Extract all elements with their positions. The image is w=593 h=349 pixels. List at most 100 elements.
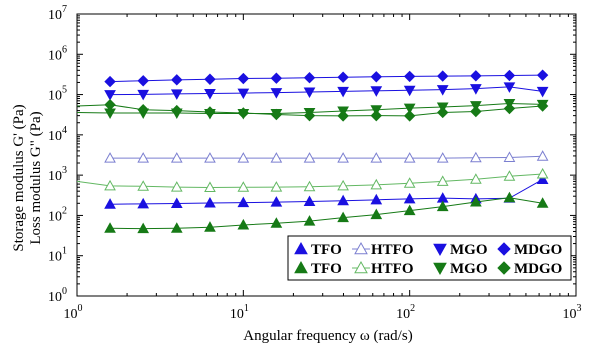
legend-label: MDGO	[514, 242, 562, 258]
data-point	[403, 192, 416, 204]
data-point	[503, 82, 516, 93]
legend-marker	[433, 243, 447, 257]
data-point	[104, 222, 116, 233]
data-point	[104, 152, 116, 163]
legend-label: MGO	[450, 242, 488, 258]
legend-marker	[497, 261, 511, 275]
data-point	[470, 151, 482, 163]
x-axis-title: Angular frequency ω (rad/s)	[243, 328, 412, 344]
legend-marker	[294, 241, 308, 255]
data-point	[470, 70, 482, 82]
legend-item-loss-tfo: TFO	[294, 260, 342, 277]
data-point	[237, 181, 250, 192]
data-point	[237, 218, 250, 230]
data-point	[437, 70, 449, 82]
y-tick-label: 103	[48, 165, 67, 184]
data-point	[237, 196, 250, 208]
data-point	[303, 72, 316, 84]
data-point	[337, 194, 349, 206]
legend-label: HTFO	[371, 242, 414, 258]
y-axis-title-loss: Loss modulus G" (Pa)	[28, 111, 44, 244]
plot-frame	[76, 13, 577, 297]
data-point	[170, 181, 183, 192]
data-point	[503, 191, 516, 203]
data-point	[270, 196, 283, 207]
legend-marker	[354, 241, 368, 255]
data-point	[303, 215, 316, 226]
data-point	[104, 75, 116, 88]
x-tick-label: 102	[396, 303, 415, 322]
data-point	[303, 87, 316, 99]
data-point	[270, 72, 283, 84]
data-point	[270, 88, 283, 99]
data-point	[104, 198, 116, 209]
data-point	[436, 152, 449, 163]
data-point	[436, 175, 449, 186]
y-axis-title-storage: Storage modulus G' (Pa)	[11, 104, 27, 251]
legend-label: TFO	[311, 261, 342, 277]
y-tick-label: 101	[48, 246, 67, 265]
data-point	[536, 100, 549, 112]
data-point	[337, 71, 349, 83]
data-point	[204, 181, 216, 192]
y-tick-label: 100	[48, 286, 67, 305]
data-point	[403, 152, 416, 163]
legend-item-loss-htfo: HTFO	[352, 260, 414, 277]
data-point	[370, 109, 382, 122]
data-point	[503, 170, 516, 181]
data-point	[536, 197, 549, 208]
legend-item-storage-tfo: TFO	[294, 241, 342, 258]
data-point	[104, 90, 116, 101]
data-point	[503, 102, 516, 115]
legend-item-loss-mgo: MGO	[433, 261, 488, 277]
data-point	[104, 99, 116, 111]
data-point	[470, 105, 482, 118]
legend: TFO HTFO MGO MDGO TFO HTFO MGO MDGO	[287, 235, 572, 281]
data-point	[270, 181, 283, 192]
data-point	[403, 204, 416, 216]
data-point	[536, 173, 549, 184]
data-point	[270, 217, 283, 228]
data-point	[403, 110, 416, 122]
data-point	[370, 86, 383, 97]
data-point	[337, 152, 349, 163]
y-axis-titles: Storage modulus G' (Pa) Loss modulus G" …	[11, 104, 44, 251]
data-point	[536, 86, 549, 98]
data-point	[204, 197, 216, 208]
data-point	[337, 211, 349, 223]
legend-label: MDGO	[514, 261, 562, 277]
data-point	[170, 89, 183, 100]
plot-border	[76, 13, 577, 297]
legend-item-loss-mdgo: MDGO	[497, 261, 562, 277]
data-point	[470, 173, 482, 184]
legend-marker	[294, 260, 308, 274]
legend-label: MGO	[450, 261, 488, 277]
y-tick-label: 107	[48, 4, 67, 23]
data-point	[403, 177, 416, 188]
x-tick-label: 103	[563, 303, 582, 322]
data-point	[137, 104, 149, 116]
data-point	[437, 106, 449, 119]
data-point	[503, 151, 516, 162]
legend-item-storage-htfo: HTFO	[352, 241, 414, 258]
data-point	[370, 71, 382, 83]
data-point	[503, 69, 516, 82]
data-point	[104, 179, 116, 191]
data-point	[137, 222, 150, 234]
data-point	[337, 86, 349, 98]
series-layer	[76, 69, 549, 234]
data-point	[171, 104, 183, 117]
data-point	[204, 152, 216, 163]
data-point	[470, 84, 482, 95]
series-storage-mdgo	[104, 69, 549, 88]
data-point	[204, 221, 216, 232]
data-point	[403, 103, 416, 115]
data-point	[137, 180, 150, 191]
x-tick-label: 100	[64, 303, 83, 322]
series-storage-mgo	[104, 82, 549, 101]
data-point	[170, 197, 183, 208]
data-point	[170, 222, 183, 233]
data-point	[470, 196, 482, 207]
legend-marker	[433, 262, 447, 276]
